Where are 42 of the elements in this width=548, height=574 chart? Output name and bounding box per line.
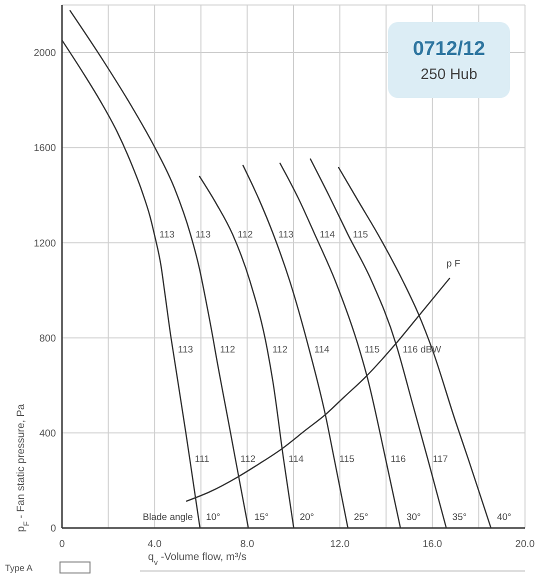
x-tick-label: 12.0 bbox=[330, 539, 350, 550]
annotation: 111 bbox=[194, 454, 210, 465]
x-axis-title: q$_{v}$ -Volume flow, m³/s bbox=[148, 551, 246, 566]
x-tick-label: 20.0 bbox=[515, 539, 536, 550]
series-label: 25° bbox=[354, 512, 368, 523]
y-tick-label: 800 bbox=[39, 333, 56, 344]
x-tick-label: 0 bbox=[59, 539, 66, 550]
annotation: 113 bbox=[159, 228, 175, 240]
series-label: 35° bbox=[452, 512, 467, 523]
series-label: p F bbox=[446, 258, 460, 270]
series-label: 40° bbox=[496, 512, 512, 523]
y-tick-label: 400 bbox=[39, 428, 56, 440]
annotation: 115 bbox=[339, 454, 354, 465]
x-tick-label: 8.0 bbox=[240, 539, 255, 550]
annotation: 113 bbox=[195, 228, 211, 240]
series-label: 30° bbox=[406, 512, 422, 523]
y-tick-label: 2000 bbox=[34, 48, 56, 60]
annotation: 115 bbox=[352, 228, 368, 240]
annotation: 114 bbox=[314, 344, 330, 356]
annotation: 114 bbox=[288, 454, 304, 465]
annotation: 117 bbox=[432, 454, 448, 465]
y-tick-label: 1200 bbox=[34, 238, 56, 250]
text: 0712/12 bbox=[412, 38, 486, 60]
annotation: 112 bbox=[240, 454, 256, 465]
text: Type A bbox=[5, 563, 33, 573]
annotation: 112 bbox=[272, 344, 288, 356]
y-tick-label: 0 bbox=[50, 524, 56, 535]
legend-title: Blade angle bbox=[142, 512, 193, 523]
annotation: 113 bbox=[278, 228, 294, 240]
annotation: 114 bbox=[320, 228, 335, 240]
x-tick-label: 16.0 bbox=[422, 539, 443, 550]
y-tick-label: 1600 bbox=[34, 143, 56, 154]
annotation: 116 bbox=[390, 454, 406, 465]
series-label: 10° bbox=[206, 512, 221, 523]
annotation: 112 bbox=[220, 344, 236, 356]
annotation: 115 bbox=[364, 344, 380, 356]
x-tick-label: 4.0 bbox=[148, 539, 162, 550]
annotation: 112 bbox=[238, 228, 253, 240]
series-label: 15° bbox=[254, 512, 269, 523]
annotation: 113 bbox=[178, 344, 194, 356]
text: 250 Hub bbox=[420, 66, 478, 83]
series-label: 20° bbox=[300, 512, 314, 523]
